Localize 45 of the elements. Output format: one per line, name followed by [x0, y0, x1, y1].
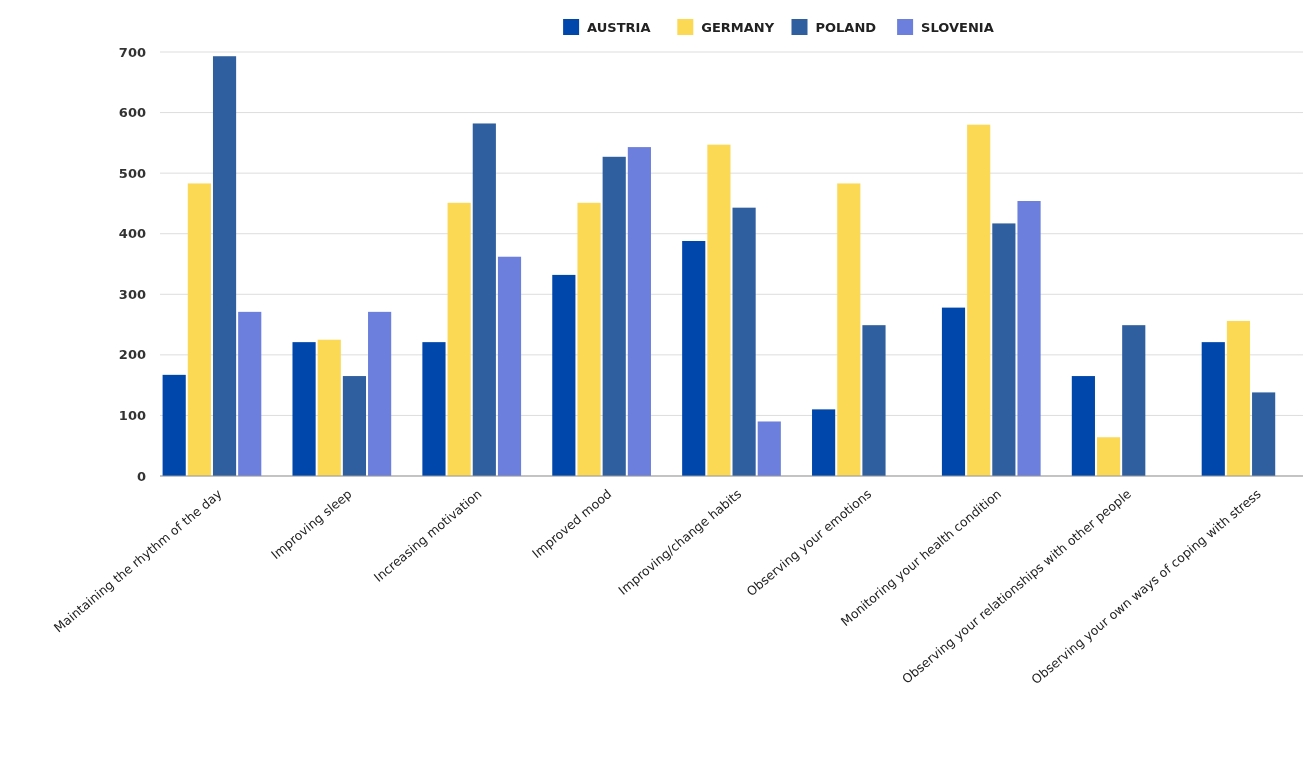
bar	[342, 376, 367, 476]
bar	[992, 223, 1016, 476]
bar	[238, 311, 262, 476]
y-tick-label: 300	[118, 286, 146, 302]
bar	[187, 183, 211, 476]
legend-label: SLOVENIA	[921, 19, 994, 35]
y-tick-label: 400	[118, 226, 146, 242]
bar	[862, 325, 886, 476]
bar	[707, 144, 731, 476]
bar	[1096, 437, 1121, 476]
bar	[941, 307, 966, 476]
bar	[1122, 325, 1146, 476]
bar	[812, 409, 836, 476]
legend-label: GERMANY	[701, 19, 775, 35]
bar	[317, 339, 341, 476]
y-tick-label: 0	[136, 468, 146, 484]
legend-label: POLAND	[815, 19, 877, 35]
y-tick-label: 500	[118, 165, 146, 181]
bar	[292, 342, 316, 476]
bar	[447, 202, 471, 476]
bar	[422, 342, 446, 476]
bar	[627, 147, 651, 476]
bar	[1071, 376, 1095, 476]
bar	[472, 123, 496, 476]
y-tick-label: 200	[118, 347, 146, 363]
bar	[577, 202, 601, 476]
y-tick-label: 600	[118, 105, 146, 121]
bar	[1252, 392, 1276, 476]
bar	[732, 207, 756, 476]
bar	[837, 183, 861, 476]
bar	[602, 156, 626, 476]
bar	[1226, 320, 1251, 476]
bar	[1017, 201, 1041, 476]
bar	[682, 240, 706, 476]
bar	[1201, 342, 1225, 476]
bar	[162, 374, 186, 476]
y-tick-label: 100	[118, 407, 146, 423]
bar	[212, 56, 237, 476]
bar	[497, 256, 522, 476]
legend-label: AUSTRIA	[587, 19, 651, 35]
bar	[757, 421, 781, 476]
y-tick-label: 700	[118, 44, 146, 60]
bar	[552, 274, 576, 476]
bar	[967, 124, 991, 476]
bar	[368, 311, 392, 476]
